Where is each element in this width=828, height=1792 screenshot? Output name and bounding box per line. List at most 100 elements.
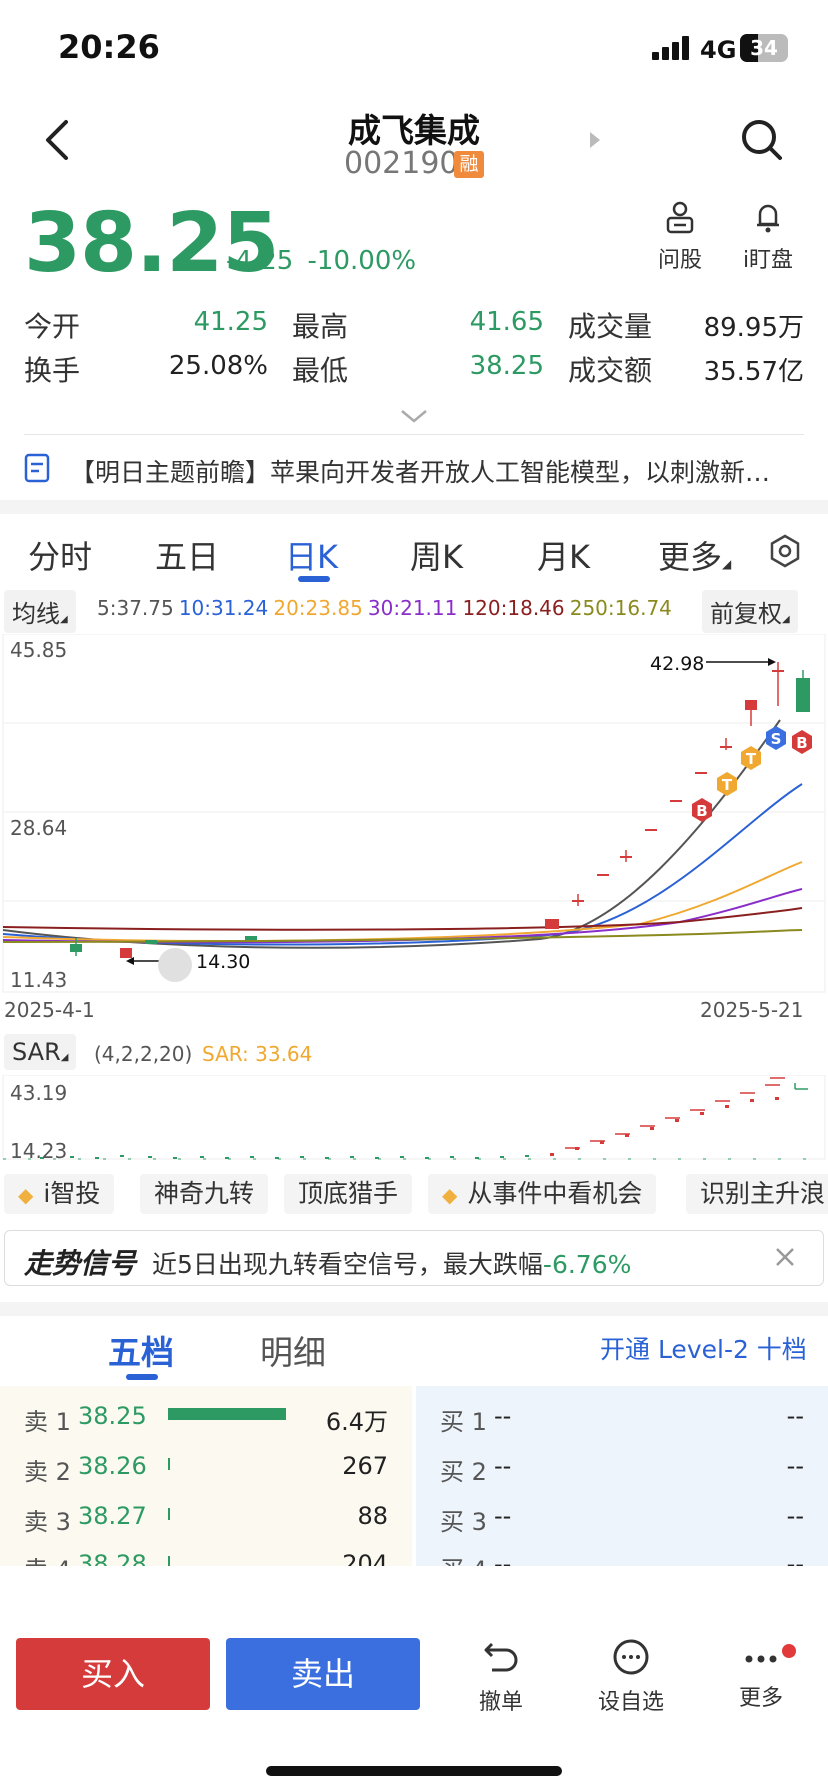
- triangle-icon: ◢: [60, 1052, 69, 1063]
- ma-selector[interactable]: 均线◢: [4, 590, 76, 633]
- news-headline[interactable]: 【明日主题前瞻】苹果向开发者开放人工智能模型，以刺激新…: [70, 458, 771, 487]
- feature-zhushenglang[interactable]: 识别主升浪: [686, 1174, 828, 1214]
- buy-volume: --: [786, 1502, 804, 1530]
- indicator-label: SAR: [12, 1038, 61, 1066]
- settings-icon[interactable]: [768, 534, 802, 572]
- buy-price: --: [494, 1452, 512, 1480]
- trend-signal-bar[interactable]: [4, 1230, 824, 1286]
- feature-jiuzhuan[interactable]: 神奇九转: [140, 1174, 269, 1214]
- margin-badge: 融: [454, 151, 484, 178]
- ask-stock-button[interactable]: 问股: [640, 200, 720, 274]
- stat-amount-value: 35.57亿: [703, 357, 804, 387]
- battery-level: 34: [750, 36, 778, 60]
- ma5-value: 5:37.75: [97, 596, 174, 620]
- buy-button[interactable]: 买入: [16, 1638, 210, 1710]
- svg-text:T: T: [722, 776, 733, 794]
- sell-volume: 88: [357, 1502, 388, 1530]
- sar-params: (4,2,2,20): [94, 1042, 193, 1066]
- sell-button[interactable]: 卖出: [226, 1638, 420, 1710]
- undo-icon: [482, 1638, 546, 1678]
- buy-price: --: [494, 1402, 512, 1430]
- notification-dot: [782, 1644, 796, 1658]
- buy-row: 买 4 -- --: [440, 1550, 804, 1566]
- feature-events[interactable]: ◆ 从事件中看机会: [428, 1174, 657, 1214]
- svg-text:T: T: [746, 750, 757, 768]
- stat-volume-label: 成交量: [568, 310, 653, 343]
- more-icon: [742, 1638, 806, 1676]
- indicator-selector[interactable]: SAR◢: [4, 1034, 77, 1070]
- feature-events-label: 从事件中看机会: [467, 1179, 643, 1208]
- adjust-selector[interactable]: 前复权◢: [702, 590, 798, 633]
- buy-panel: 买 1 -- -- 买 2 -- -- 买 3 -- -- 买 4 -- --: [416, 1386, 828, 1566]
- buy-row: 买 2 -- --: [440, 1452, 804, 1496]
- triangle-icon: ◢: [782, 614, 790, 625]
- ma250-value: 250:16.74: [569, 596, 672, 620]
- watch-button[interactable]: i盯盘: [728, 200, 808, 274]
- signal-value: -6.76%: [542, 1250, 632, 1279]
- kline-chart[interactable]: B T T S B: [0, 633, 828, 994]
- expand-icon[interactable]: [400, 408, 428, 428]
- tab-weekly-k[interactable]: 周K: [410, 538, 463, 576]
- svg-text:B: B: [696, 802, 707, 820]
- section-gap: [0, 500, 828, 514]
- feature-didi[interactable]: 顶底猎手: [284, 1174, 413, 1214]
- close-icon[interactable]: [774, 1246, 796, 1272]
- network-type: 4G: [700, 36, 737, 64]
- buy-label: 买 3: [440, 1508, 487, 1536]
- annotation-high: 42.98: [650, 653, 705, 675]
- section-gap: [0, 1302, 828, 1316]
- tab-more[interactable]: 更多◢: [658, 532, 731, 578]
- change-amount: -4.25: [226, 246, 294, 276]
- tab-monthly-k[interactable]: 月K: [537, 538, 590, 576]
- buy-volume: --: [786, 1402, 804, 1430]
- stock-name: 成飞集成: [348, 111, 480, 150]
- stat-turnover-value: 25.08%: [168, 351, 268, 381]
- tab-details[interactable]: 明细: [260, 1333, 326, 1372]
- status-time: 20:26: [58, 28, 160, 66]
- x-start-date: 2025-4-1: [4, 998, 95, 1022]
- y-tick-high: 45.85: [10, 638, 68, 662]
- more-button[interactable]: 更多: [716, 1638, 806, 1712]
- tab-five-levels[interactable]: 五档: [108, 1333, 174, 1372]
- sell-price: 38.25: [78, 1402, 147, 1430]
- cancel-order-button[interactable]: 撤单: [456, 1638, 546, 1716]
- sar-chart[interactable]: [0, 1074, 828, 1161]
- add-watchlist-button[interactable]: 设自选: [586, 1638, 676, 1716]
- sell-price: 38.28: [78, 1550, 147, 1566]
- x-end-date: 2025-5-21: [700, 998, 804, 1022]
- home-indicator: [266, 1766, 562, 1776]
- tab-intraday[interactable]: 分时: [28, 538, 93, 576]
- stat-volume-value: 89.95万: [703, 313, 804, 343]
- tab-indicator: [298, 576, 330, 582]
- next-stock-icon[interactable]: [588, 130, 602, 154]
- feature-izhitou[interactable]: ◆ i智投: [4, 1174, 115, 1214]
- back-icon[interactable]: [42, 118, 72, 162]
- ma20-value: 20:23.85: [273, 596, 363, 620]
- tab-indicator: [126, 1374, 158, 1380]
- tab-daily-k[interactable]: 日K: [285, 538, 338, 576]
- tab-5day[interactable]: 五日: [155, 538, 220, 576]
- buy-volume: --: [786, 1550, 804, 1566]
- divider: [24, 434, 804, 435]
- stat-high-value: 41.65: [469, 307, 544, 337]
- level2-link[interactable]: 开通 Level-2 十档: [600, 1335, 807, 1364]
- ask-stock-label: 问股: [657, 248, 702, 273]
- svg-text:S: S: [771, 730, 782, 748]
- y-tick-low: 11.43: [10, 968, 68, 992]
- stat-low-label: 最低: [292, 354, 349, 387]
- triangle-icon: ◢: [722, 557, 732, 571]
- sar-y-high: 43.19: [10, 1081, 68, 1105]
- sell-volume: 6.4万: [325, 1408, 388, 1436]
- search-icon[interactable]: [740, 118, 784, 166]
- buy-row: 买 3 -- --: [440, 1502, 804, 1546]
- tab-more-label: 更多: [658, 538, 723, 576]
- stat-amount-label: 成交额: [568, 354, 653, 387]
- battery-icon: 34: [740, 34, 788, 62]
- watchlist-icon: [612, 1638, 676, 1680]
- diamond-icon: ◆: [18, 1183, 34, 1207]
- sell-volume-bar: [168, 1458, 170, 1470]
- svg-text:B: B: [796, 734, 807, 752]
- stat-turnover-label: 换手: [24, 354, 81, 387]
- buy-label: 买 4: [440, 1550, 487, 1566]
- signal-icon: [652, 36, 694, 60]
